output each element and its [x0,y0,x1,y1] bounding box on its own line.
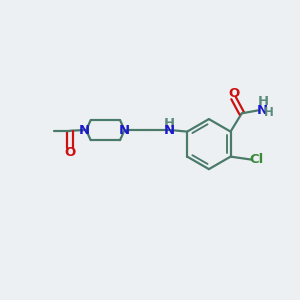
Text: N: N [256,104,268,118]
Text: N: N [119,124,130,136]
Text: N: N [164,124,175,136]
Text: Cl: Cl [249,153,264,166]
Text: H: H [258,95,269,108]
Text: H: H [164,117,175,130]
Text: O: O [228,87,239,101]
Text: H: H [264,106,274,119]
Text: N: N [78,124,89,136]
Text: O: O [64,146,76,159]
